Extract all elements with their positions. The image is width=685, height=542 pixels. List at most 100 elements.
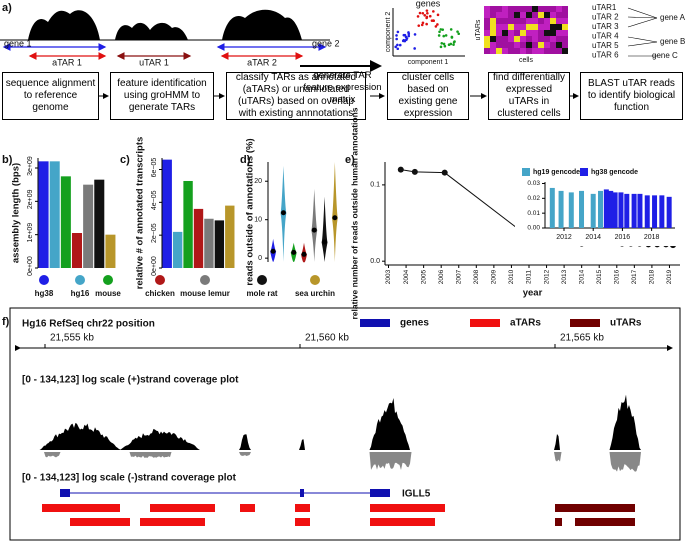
species-label: sea urchin: [295, 289, 335, 298]
heatmap-cell: [526, 48, 532, 54]
bar: [618, 192, 624, 228]
heatmap-cell: [562, 6, 568, 12]
point: [397, 166, 404, 173]
point: [441, 169, 448, 176]
panel-label: b): [2, 154, 13, 166]
heatmap-cell: [550, 6, 556, 12]
link: [627, 36, 658, 43]
kb-label: 21,555 kb: [50, 333, 94, 344]
cluster-dot: [439, 28, 443, 31]
legend-label: genes: [400, 318, 429, 329]
cluster-dot: [425, 22, 428, 26]
legend-label: hg38 gencode: [591, 169, 638, 176]
heatmap-cell: [514, 30, 520, 36]
heatmap-cell: [544, 12, 550, 18]
heatmap-cell: [508, 42, 514, 48]
track-label: [0 - 134,123] log scale (+)strand covera…: [22, 375, 239, 386]
cluster-dot: [417, 24, 421, 27]
exon: [60, 489, 70, 497]
species-icon: [257, 275, 267, 285]
species-icon: [103, 275, 113, 285]
cluster-dot: [428, 14, 432, 18]
heatmap-cell: [556, 48, 562, 54]
heatmap-cell: [520, 48, 526, 54]
heatmap-cell: [538, 30, 544, 36]
cluster-dot: [449, 42, 453, 46]
middle-step: generate TAR feature expression matrix: [303, 70, 382, 105]
heatmap-cell: [508, 12, 514, 18]
bar: [659, 195, 665, 228]
utar: [575, 518, 635, 526]
heatmap-cell: [532, 42, 538, 48]
heatmap-cell: [514, 12, 520, 18]
heatmap-cell: [526, 12, 532, 18]
bar: [162, 159, 172, 268]
heatmap-cell: [520, 6, 526, 12]
utar-item: uTAR1: [592, 3, 617, 12]
heatmap-cell: [544, 42, 550, 48]
x-tick-label: 2012: [543, 269, 550, 284]
median-dot: [311, 227, 317, 233]
atar: [240, 504, 255, 512]
heatmap-cell: [520, 42, 526, 48]
bar: [94, 179, 105, 268]
cluster-dot: [407, 32, 411, 36]
plus-coverage: [20, 394, 670, 450]
cluster-dot: [450, 36, 454, 39]
species-label: hg16: [71, 289, 90, 298]
atar: [42, 504, 120, 512]
cluster-dot: [404, 35, 408, 39]
bar: [60, 176, 71, 268]
cluster-dot: [444, 34, 448, 37]
heatmap-cell: [550, 24, 556, 30]
x-tick-label: 2006: [438, 269, 445, 284]
bar: [558, 190, 564, 228]
heatmap-cell: [556, 12, 562, 18]
cluster-dot: [432, 10, 435, 13]
x-tick-label: 2019: [666, 269, 673, 284]
heatmap-cell: [520, 12, 526, 18]
link: [627, 16, 658, 19]
atar: [70, 518, 130, 526]
species-label: mouse: [95, 289, 121, 298]
cluster-dot: [457, 32, 461, 36]
x-tick-label: 2017: [631, 269, 638, 284]
y-tick-label: 0.00: [527, 225, 540, 232]
y-axis-title: relative number of reads outside human a…: [349, 107, 359, 319]
bar: [666, 196, 672, 228]
cluster-dot: [434, 25, 438, 28]
median-dot: [322, 239, 328, 245]
panel-label: f): [2, 316, 10, 328]
x-tick-label: 2016: [614, 269, 621, 284]
heatmap-cell: [532, 18, 538, 24]
legend-label: uTARs: [610, 318, 642, 329]
cluster-dot: [421, 11, 425, 15]
y-axis-title: reads outside of annotations (%): [245, 138, 256, 285]
heatmap-cell: [532, 6, 538, 12]
heatmap-cell: [532, 12, 538, 18]
cluster-dot: [439, 45, 443, 49]
bar: [603, 189, 609, 228]
median-dot: [270, 248, 276, 254]
heatmap-cell: [562, 48, 568, 54]
heatmap-cell: [496, 24, 502, 30]
heatmap-cell: [550, 12, 556, 18]
heatmap-cell: [520, 30, 526, 36]
utar-item: uTAR 6: [592, 51, 619, 60]
heatmap-cell: [550, 48, 556, 54]
species-icon: [75, 275, 85, 285]
kb-label: 21,565 kb: [560, 333, 604, 344]
cluster-dot: [407, 34, 411, 38]
step-box: cluster cells based on existing gene exp…: [387, 72, 469, 120]
heatmap-cell: [502, 42, 508, 48]
heatmap-cell: [544, 18, 550, 24]
heatmap-cell: [556, 36, 562, 42]
heatmap-cell: [556, 18, 562, 24]
atar: [150, 504, 215, 512]
cluster-dot: [425, 9, 429, 12]
bar: [652, 195, 658, 228]
heatmap-cell: [508, 48, 514, 54]
y-tick-label: 0.03: [527, 180, 540, 187]
cluster-dot: [402, 33, 406, 37]
axis-title: component 2: [385, 12, 392, 53]
